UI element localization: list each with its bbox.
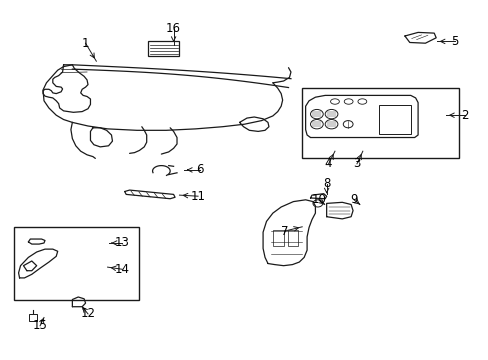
Bar	[378, 105, 410, 134]
Text: 1: 1	[81, 37, 89, 50]
Text: 7: 7	[280, 225, 288, 238]
Text: 12: 12	[81, 307, 95, 320]
Text: 2: 2	[460, 109, 468, 122]
Text: 5: 5	[450, 35, 458, 48]
Text: 8: 8	[322, 177, 330, 190]
Text: 16: 16	[166, 22, 181, 35]
Text: 14: 14	[115, 263, 129, 276]
Text: 15: 15	[33, 319, 47, 332]
Text: 9: 9	[349, 193, 357, 206]
Bar	[272, 230, 283, 246]
Bar	[147, 41, 179, 56]
Text: 11: 11	[190, 190, 205, 203]
Text: 13: 13	[115, 237, 129, 249]
Text: 10: 10	[311, 193, 325, 206]
Bar	[287, 230, 298, 246]
Bar	[302, 88, 458, 158]
Bar	[14, 227, 139, 300]
Text: 4: 4	[324, 157, 332, 170]
Text: 3: 3	[352, 157, 360, 170]
Text: 6: 6	[195, 163, 203, 176]
